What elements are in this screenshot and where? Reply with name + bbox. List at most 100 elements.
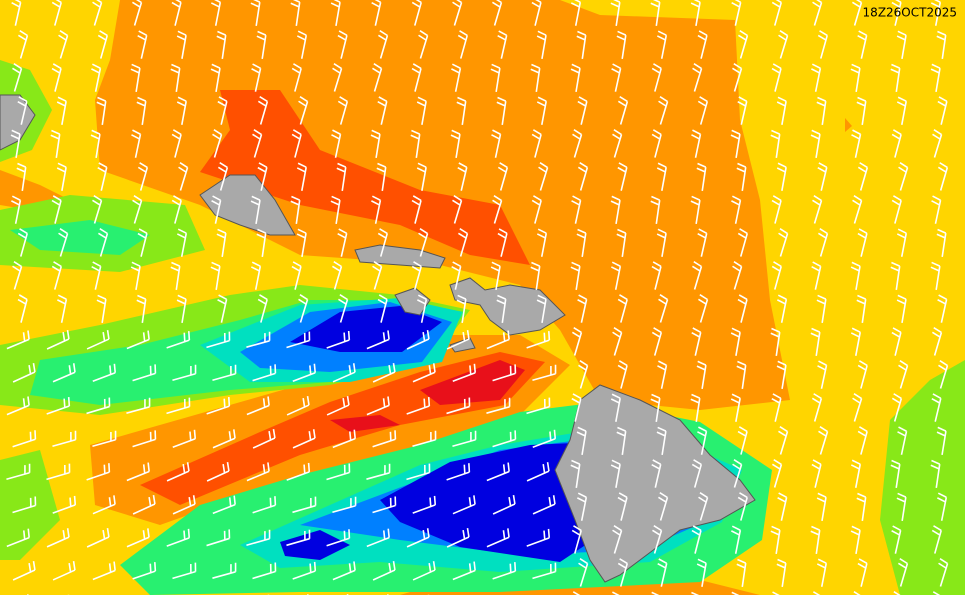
wind-barb [616,228,627,257]
wind-barb [777,492,788,521]
wind-barb [698,294,709,323]
wind-barb [850,459,862,488]
wind-barb [51,63,62,92]
wind-barb [210,63,221,92]
wind-barb [857,558,868,587]
wind-barb [937,294,948,323]
wind-barb [497,162,509,191]
wind-barb [457,30,469,59]
wind-barb [817,360,828,389]
wind-barb [451,63,462,92]
wind-barb [246,462,270,482]
wind-barb [571,525,582,554]
wind-barb [531,0,542,26]
wind-barb [46,528,70,548]
wind-barb [816,558,828,587]
wind-barb [816,294,827,323]
wind-barb [452,430,477,448]
wind-barb [166,397,191,415]
wind-barb [286,529,311,547]
wind-barb [611,63,622,92]
wind-barb [257,96,269,125]
wind-barb [651,129,662,158]
wind-barb [850,525,861,554]
wind-barb [326,330,351,349]
wind-barb [776,96,787,125]
wind-barb [452,495,476,515]
wind-barb [577,294,588,323]
wind-barb [366,463,391,480]
wind-barb [850,327,862,356]
wind-barb [650,195,661,224]
wind-barb [576,30,587,59]
wind-barb [296,228,307,257]
wind-barb [610,459,621,488]
wind-barb [412,495,437,514]
wind-barb [330,0,341,26]
wind-barb [532,562,557,580]
wind-barb [97,162,108,191]
wind-barb [732,63,743,92]
wind-barb [526,331,551,349]
wind-barb [17,96,28,125]
wind-barb [776,360,787,389]
wind-barb [130,63,141,92]
wind-barb [572,129,583,158]
wind-barb [176,228,188,257]
wind-barb [176,294,187,323]
wind-barb [576,426,587,455]
wind-barb [377,294,388,323]
wind-barb [811,261,822,290]
wind-barb [851,0,863,26]
wind-barb [771,63,782,92]
wind-barb [737,228,749,257]
wind-barb [210,261,221,290]
wind-barb [171,0,182,26]
wind-barb [930,459,941,488]
wind-barb [377,30,389,59]
wind-barb [730,327,741,356]
wind-barb [731,195,742,224]
wind-barb [896,96,908,125]
wind-barb [412,430,437,448]
wind-barb [938,557,949,587]
wind-barb [212,129,223,158]
wind-barb [286,462,311,481]
wind-barb [737,492,748,521]
wind-barb [496,96,507,125]
wind-barb [206,397,231,415]
wind-barb [651,459,662,488]
wind-barb [610,195,621,224]
wind-barb [206,331,231,349]
wind-barb [91,63,102,92]
wind-barb [891,393,903,422]
wind-barb [730,129,741,158]
wind-barb [810,525,821,554]
wind-barb [532,364,557,382]
wind-barb [890,459,901,488]
wind-barb [938,360,949,389]
wind-barb [612,326,623,356]
wind-barb [286,331,311,349]
wind-barb [257,294,268,323]
wind-barb [697,228,708,257]
wind-barb [856,492,867,521]
wind-barb [252,496,277,514]
wind-barb [292,496,317,514]
wind-barb [812,195,823,224]
wind-barb [737,294,748,323]
wind-barb [131,129,142,158]
wind-barb [891,195,902,224]
wind-barb [16,162,27,191]
wind-barb [526,462,550,482]
wind-barb [818,426,829,455]
wind-barb [132,430,157,448]
wind-barb [291,261,302,290]
wind-barb [337,96,349,125]
wind-barb [178,161,189,191]
wind-barb [492,0,503,26]
wind-barb [412,561,436,581]
wind-barb [56,162,67,191]
wind-barb [86,330,110,350]
wind-barb [491,129,502,158]
